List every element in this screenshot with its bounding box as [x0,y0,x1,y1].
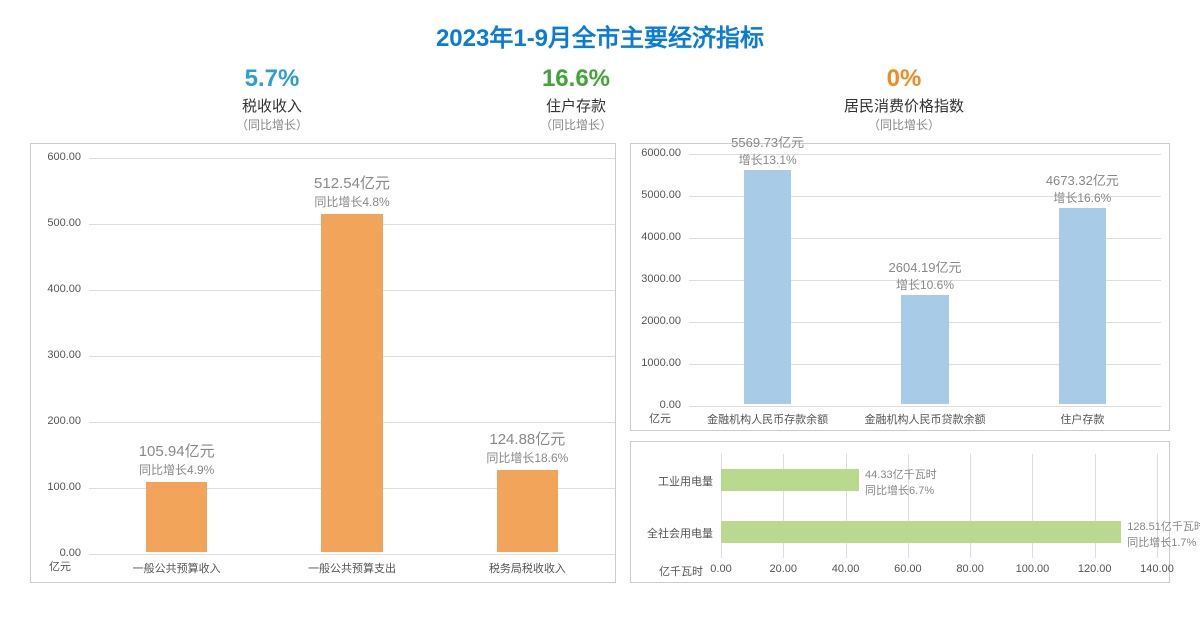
charts-container: 0.00 100.00 200.00 300.00 400.00 500.00 600.00… [0,143,1200,583]
bar-label: 105.94亿元同比增长4.9% [139,440,215,478]
y-category: 工业用电量 [631,473,713,489]
bar [497,470,558,552]
y-tick: 400.00 [31,283,81,295]
y-category: 全社会用电量 [631,525,713,541]
y-tick: 200.00 [31,415,81,427]
y-tick: 2000.00 [631,315,681,327]
hbar-label: 128.51亿千瓦时同比增长1.7% [1127,518,1200,550]
y-tick: 500.00 [31,217,81,229]
y-tick: 1000.00 [631,357,681,369]
right-column: 0.00 1000.00 2000.00 3000.00 4000.00 5000.00 6… [630,143,1170,583]
y-tick: 3000.00 [631,273,681,285]
x-tick: 40.00 [832,563,860,575]
x-tick: 一般公共预算收入 [133,560,221,576]
y-tick: 600.00 [31,151,81,163]
electricity-chart: 0.0020.0040.0060.0080.00100.00120.00140.… [630,441,1170,583]
stat-name: 住户存款 [540,95,612,116]
bar [744,170,791,404]
stat-deposit: 16.6% 住户存款 （同比增长） [540,65,612,133]
stat-sub: （同比增长） [540,116,612,133]
bar-label: 124.88亿元同比增长18.6% [486,428,568,466]
budget-chart: 0.00100.00200.00300.00400.00500.00600.00… [30,143,616,583]
x-tick: 一般公共预算支出 [308,560,396,576]
bar [901,295,948,404]
hbar [721,469,859,491]
stat-pct: 0% [844,65,964,93]
stat-name: 居民消费价格指数 [844,95,964,116]
y-tick: 300.00 [31,349,81,361]
x-tick: 60.00 [894,563,922,575]
stat-sub: （同比增长） [844,116,964,133]
x-tick: 金融机构人民币存款余额 [707,411,828,427]
grid-line [89,158,615,159]
x-tick: 金融机构人民币贷款余额 [865,411,986,427]
stat-name: 税收收入 [236,95,308,116]
y-tick: 6000.00 [631,147,681,159]
x-tick: 0.00 [710,563,731,575]
x-tick: 住户存款 [1060,411,1104,427]
axis-unit: 亿元 [649,410,671,426]
stat-tax: 5.7% 税收收入 （同比增长） [236,65,308,133]
bar [146,482,207,552]
bar [1059,208,1106,404]
grid-line [89,554,615,555]
bar-label: 512.54亿元同比增长4.8% [314,172,390,210]
bar-label: 4673.32亿元增长16.6% [1046,170,1119,206]
y-tick: 4000.00 [631,231,681,243]
page-title: 2023年1-9月全市主要经济指标 [0,0,1200,65]
stat-pct: 16.6% [540,65,612,93]
x-tick: 80.00 [956,563,984,575]
x-tick: 140.00 [1140,563,1174,575]
y-tick: 5000.00 [631,189,681,201]
stat-pct: 5.7% [236,65,308,93]
stats-row: 5.7% 税收收入 （同比增长） 16.6% 住户存款 （同比增长） 0% 居民… [0,65,1200,139]
y-tick: 100.00 [31,481,81,493]
bar-label: 5569.73亿元增长13.1% [731,132,804,168]
grid-line [689,406,1161,407]
axis-unit: 亿千瓦时 [659,563,703,579]
x-tick: 100.00 [1016,563,1050,575]
finance-chart: 0.001000.002000.003000.004000.005000.006… [630,143,1170,431]
x-tick: 120.00 [1078,563,1112,575]
bar-label: 2604.19亿元增长10.6% [889,257,962,293]
axis-unit: 亿元 [49,558,71,574]
bar [321,214,382,552]
stat-cpi: 0% 居民消费价格指数 （同比增长） [844,65,964,133]
x-tick: 税务局税收收入 [489,560,566,576]
stat-sub: （同比增长） [236,116,308,133]
x-tick: 20.00 [770,563,798,575]
hbar-label: 44.33亿千瓦时同比增长6.7% [865,466,937,498]
hbar [721,521,1121,543]
